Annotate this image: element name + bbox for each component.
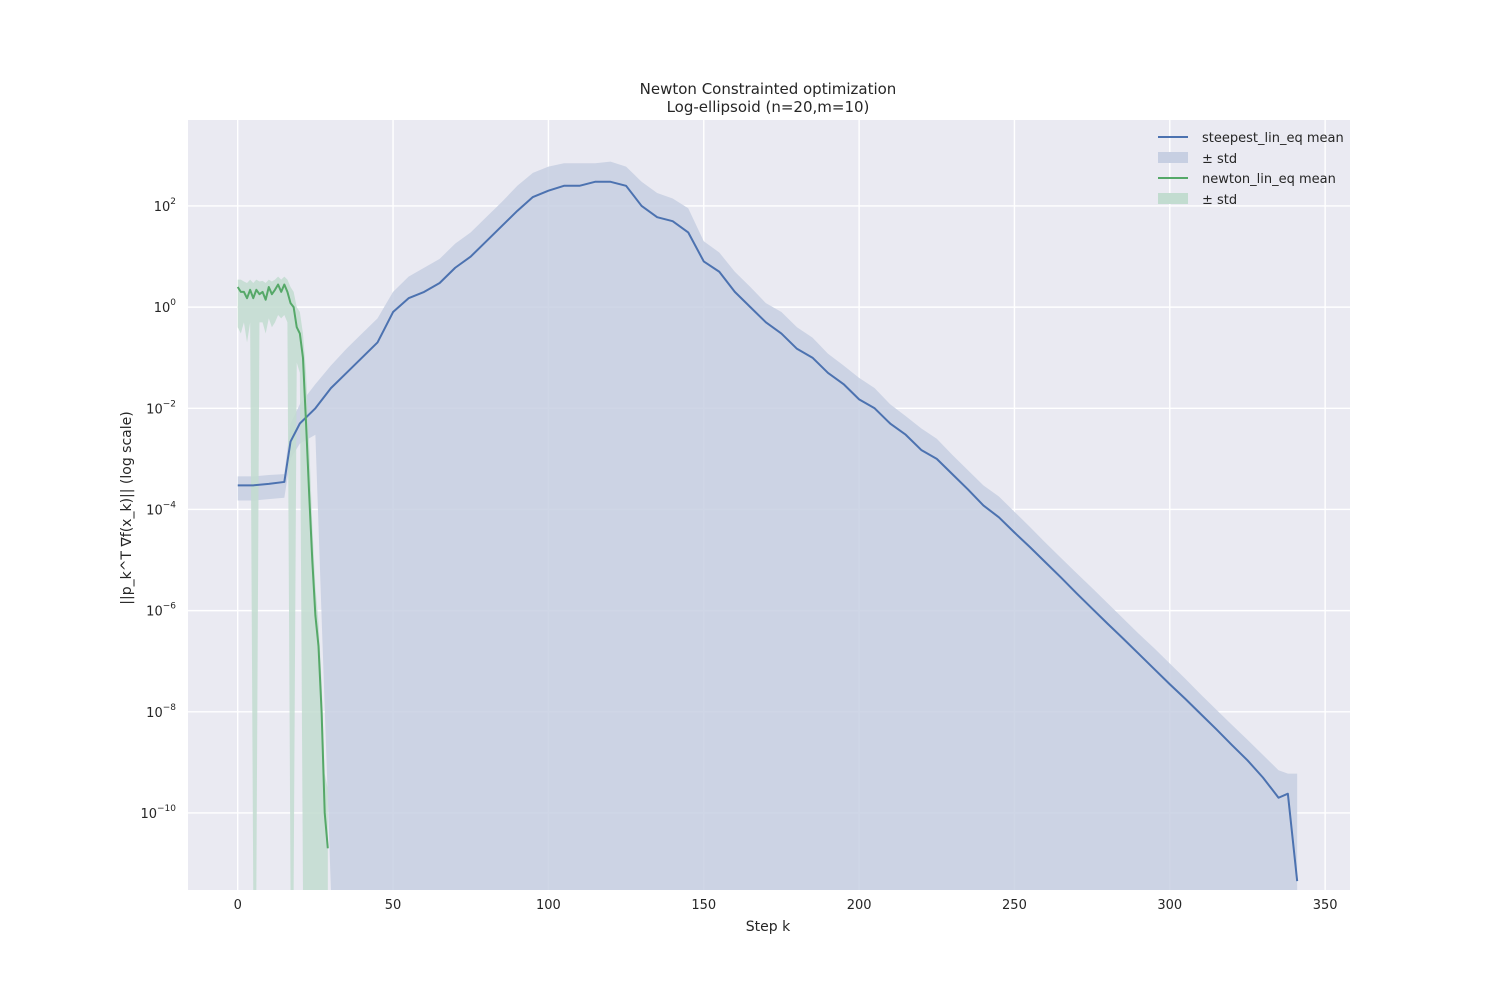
y-tick-label: 10−8 xyxy=(146,703,176,721)
x-axis-ticks: 0 50 100 150 200 250 300 350 xyxy=(234,898,1338,913)
y-tick-label: 10−2 xyxy=(146,399,176,417)
legend-label-steepest-mean: steepest_lin_eq mean xyxy=(1202,131,1344,146)
y-tick-label: 100 xyxy=(154,298,177,316)
std-bands xyxy=(237,161,1298,890)
y-tick-label: 10−6 xyxy=(146,602,176,620)
legend-label-steepest-std: ± std xyxy=(1202,152,1237,167)
chart-title-line-1: Newton Constrainted optimization xyxy=(640,80,897,98)
x-axis-label: Step k xyxy=(746,919,791,935)
y-tick-label: 10−4 xyxy=(146,500,176,518)
x-tick-label: 250 xyxy=(1002,898,1027,913)
steepest-mean-line xyxy=(237,180,1299,882)
x-tick-label: 0 xyxy=(234,898,242,913)
x-axis-label-text: Step k xyxy=(746,919,791,935)
newton-mean-line xyxy=(236,283,329,849)
legend: steepest_lin_eq mean ± std newton_lin_eq… xyxy=(1158,131,1344,208)
mean-lines xyxy=(236,180,1299,882)
chart-title-line-2: Log-ellipsoid (n=20,m=10) xyxy=(667,98,870,116)
y-axis-label: ||p_k^T ∇f(x_k)|| (log scale) xyxy=(119,411,135,604)
x-tick-label: 350 xyxy=(1313,898,1338,913)
x-tick-label: 150 xyxy=(691,898,716,913)
legend-label-newton-std: ± std xyxy=(1202,193,1237,208)
legend-swatch-newton-std xyxy=(1158,193,1188,204)
legend-label-newton-mean: newton_lin_eq mean xyxy=(1202,172,1336,187)
y-tick-label: 102 xyxy=(154,197,176,215)
y-axis-ticks: 102 100 10−2 10−4 10−6 10−8 10−10 xyxy=(140,197,176,822)
x-tick-label: 50 xyxy=(385,898,402,913)
x-tick-label: 300 xyxy=(1157,898,1182,913)
legend-swatch-steepest-std xyxy=(1158,152,1188,163)
newton-std-band xyxy=(237,276,328,890)
steepest-std-band xyxy=(237,161,1298,890)
x-tick-label: 100 xyxy=(536,898,561,913)
x-tick-label: 200 xyxy=(847,898,872,913)
y-tick-label: 10−10 xyxy=(140,804,176,822)
